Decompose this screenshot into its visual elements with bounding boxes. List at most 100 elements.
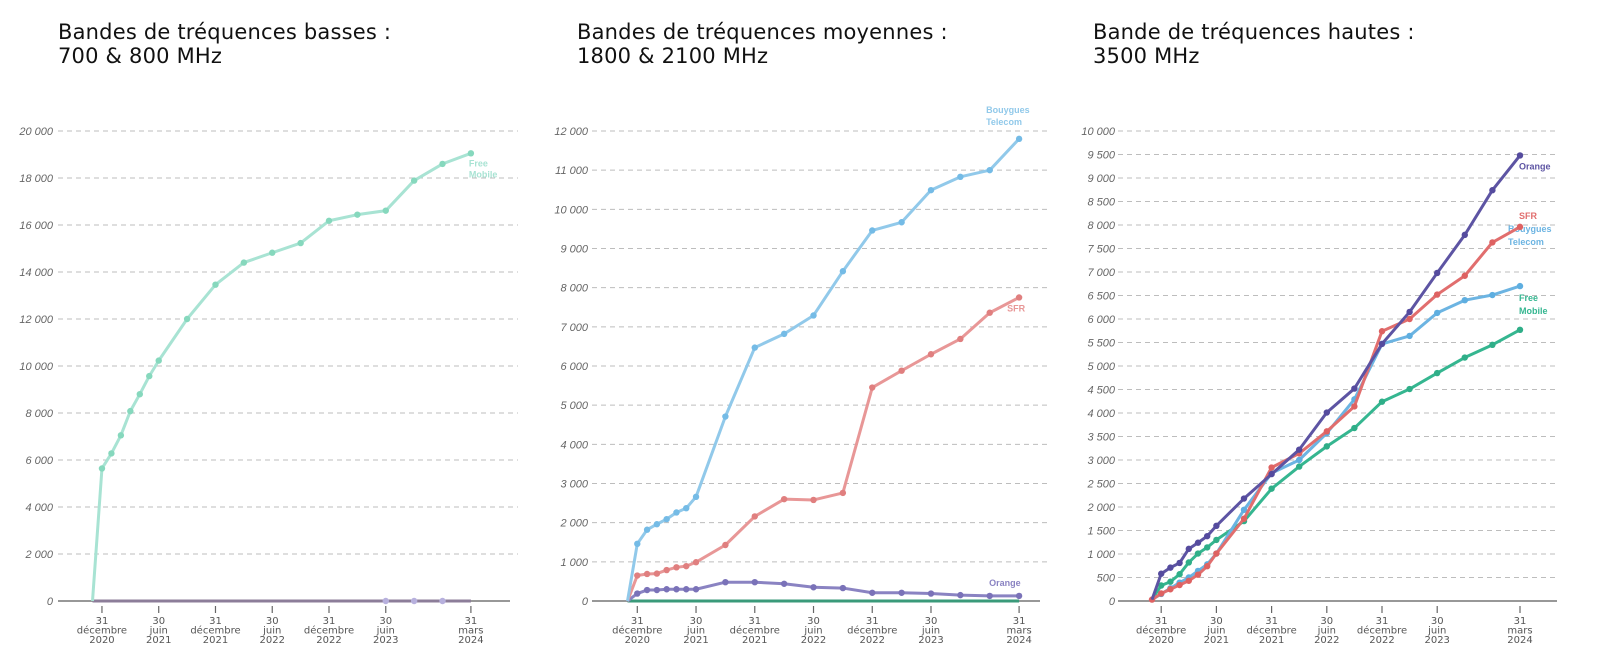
data-point xyxy=(136,391,143,398)
data-point xyxy=(986,166,993,174)
x-tick-label: mars xyxy=(1507,626,1532,637)
x-tick-label: 2020 xyxy=(1148,635,1173,646)
data-point xyxy=(722,413,729,420)
data-point xyxy=(1406,332,1413,340)
data-point xyxy=(1296,463,1303,470)
x-tick-label: 30 xyxy=(925,616,938,627)
x-tick-label: décembre xyxy=(1136,625,1186,637)
x-tick-label: 2021 xyxy=(203,635,228,646)
series-unlabeled xyxy=(92,597,471,605)
x-tick-label: 31 xyxy=(1155,616,1168,627)
data-point xyxy=(1015,294,1023,301)
data-point xyxy=(1323,428,1331,435)
y-tick-label: 11 000 xyxy=(555,165,589,177)
y-tick-label: 7 500 xyxy=(1087,244,1115,256)
y-tick-label: 9 000 xyxy=(1087,173,1115,185)
data-point xyxy=(653,570,661,577)
data-point xyxy=(839,584,847,592)
data-point xyxy=(1240,506,1248,514)
data-point xyxy=(751,579,758,586)
data-point xyxy=(1268,470,1275,478)
data-point xyxy=(1204,532,1211,540)
data-point xyxy=(780,330,788,338)
data-point xyxy=(986,592,993,600)
data-point xyxy=(1185,577,1193,584)
data-point xyxy=(1194,550,1202,557)
x-tick-label: juin xyxy=(803,626,822,637)
data-point xyxy=(673,509,680,516)
y-tick-label: 4 000 xyxy=(560,439,588,451)
data-point xyxy=(634,590,641,597)
y-tick-label: 0 xyxy=(1109,596,1116,608)
y-tick-label: 20 000 xyxy=(18,126,54,138)
data-point xyxy=(810,496,817,504)
y-tick-label: 12 000 xyxy=(19,314,54,326)
data-point xyxy=(212,281,219,288)
x-tick-label: 31 xyxy=(209,616,222,627)
data-point xyxy=(1296,456,1303,464)
data-point xyxy=(1194,571,1202,578)
data-point xyxy=(986,309,993,316)
data-point xyxy=(1015,135,1023,143)
chart-3: 0 500 1 000 1 500 2 000 2 500 3 000 3 500 4 000 4… xyxy=(1081,126,1557,646)
x-tick-label: 2024 xyxy=(1507,635,1532,646)
data-point xyxy=(155,357,162,364)
y-tick-label: 6 000 xyxy=(560,361,588,373)
data-point xyxy=(1461,297,1469,304)
data-point xyxy=(869,384,876,391)
data-point xyxy=(1516,152,1524,159)
data-point xyxy=(1213,536,1220,544)
series-label: Orange xyxy=(1519,161,1551,171)
x-tick-label: décembre xyxy=(730,625,780,637)
x-tick-label: décembre xyxy=(612,625,662,637)
data-point xyxy=(1158,590,1165,597)
data-point xyxy=(1461,272,1469,279)
y-tick-label: 8 000 xyxy=(560,283,588,295)
series-label: Free Mobile xyxy=(1519,293,1548,316)
data-point xyxy=(297,239,304,247)
data-point xyxy=(927,351,935,358)
series-sfr: SFR xyxy=(1148,211,1538,603)
y-tick-label: 3 000 xyxy=(560,479,588,491)
data-point xyxy=(810,312,817,319)
data-point xyxy=(643,570,651,578)
y-tick-label: 7 000 xyxy=(560,322,588,334)
y-tick-label: 4 500 xyxy=(1087,385,1115,397)
data-point xyxy=(898,219,905,226)
data-point xyxy=(1176,571,1183,578)
data-point xyxy=(382,207,389,214)
data-point xyxy=(467,150,475,157)
chart-3-title-line2: 3500 MHz xyxy=(1093,44,1200,68)
series-line xyxy=(1150,328,1521,601)
data-point xyxy=(1176,581,1183,589)
data-point xyxy=(1378,398,1386,405)
data-point xyxy=(1461,354,1469,361)
x-tick-label: mars xyxy=(1006,626,1031,637)
y-tick-label: 2 000 xyxy=(24,549,53,561)
x-tick-label: 2021 xyxy=(1204,635,1229,646)
x-tick-label: 2021 xyxy=(146,635,171,646)
x-tick-label: juin xyxy=(686,626,705,637)
x-tick-label: 31 xyxy=(1013,616,1026,627)
data-point xyxy=(1213,550,1220,557)
data-point xyxy=(722,541,729,549)
chart-2-title-line2: 1800 & 2100 MHz xyxy=(577,44,769,68)
data-point xyxy=(1323,409,1331,416)
x-tick-label: juin xyxy=(1206,626,1225,637)
x-tick-label: juin xyxy=(262,626,281,637)
data-point xyxy=(1158,570,1165,577)
data-point xyxy=(1351,424,1358,432)
y-tick-label: 5 500 xyxy=(1087,338,1115,350)
x-tick-label: 31 xyxy=(748,616,761,627)
x-tick-label: 2020 xyxy=(625,635,650,646)
data-point xyxy=(839,489,847,497)
data-point xyxy=(663,515,670,523)
series-free-mobile: Free Mobile xyxy=(1150,293,1548,601)
x-tick-label: 2022 xyxy=(801,635,826,646)
data-point xyxy=(643,526,651,533)
x-tick-label: 31 xyxy=(631,616,644,627)
y-tick-label: 4 000 xyxy=(1087,408,1115,420)
data-point xyxy=(1461,231,1469,239)
y-tick-label: 2 000 xyxy=(559,518,588,530)
series-line xyxy=(1151,284,1521,601)
